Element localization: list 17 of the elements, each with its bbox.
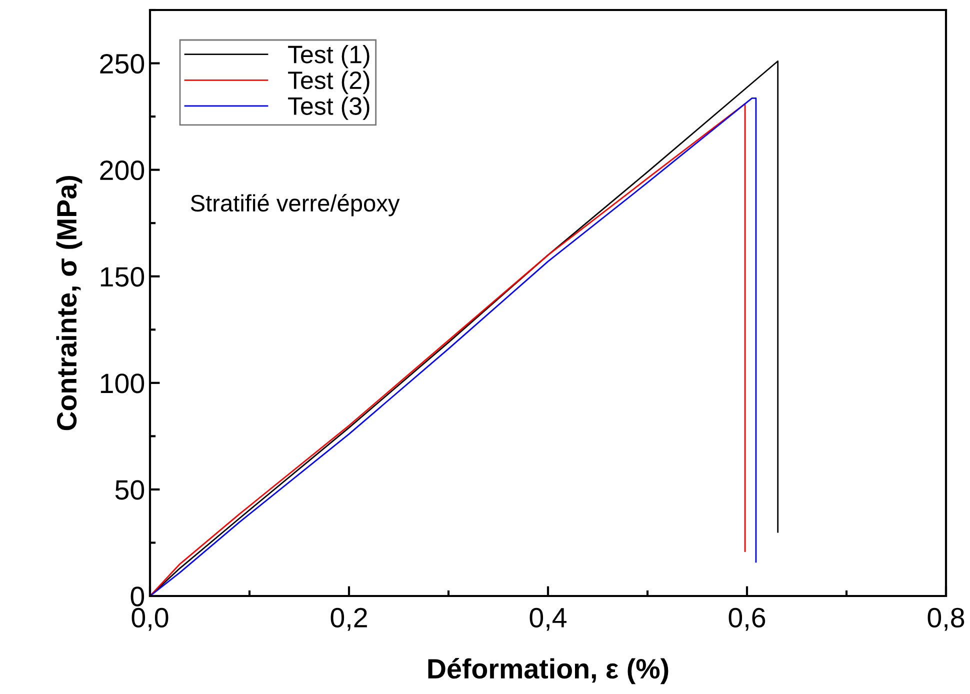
x-tick-label: 0,8 bbox=[928, 608, 964, 631]
legend-label: Test (2) bbox=[288, 70, 370, 94]
x-tick-label: 0,4 bbox=[530, 608, 566, 631]
x-tick-label: 0,0 bbox=[132, 608, 168, 631]
y-tick-label: 100 bbox=[100, 374, 144, 394]
annotation: Stratifié verre/époxy bbox=[190, 194, 400, 216]
y-tick-label: 150 bbox=[100, 267, 144, 287]
y-tick-label: 50 bbox=[115, 480, 144, 500]
x-tick-label: 0,6 bbox=[728, 608, 766, 631]
y-axis-title: Contrainte, σ (MPa) bbox=[56, 176, 82, 430]
y-tick-label: 200 bbox=[100, 160, 144, 180]
y-tick-label: 0 bbox=[130, 586, 144, 606]
x-axis-title: Déformation, ε (%) bbox=[428, 658, 668, 684]
y-tick-label: 250 bbox=[100, 54, 144, 74]
legend-label: Test (1) bbox=[288, 45, 370, 68]
legend-label: Test (3) bbox=[288, 96, 370, 120]
x-tick-label: 0,2 bbox=[330, 608, 367, 631]
